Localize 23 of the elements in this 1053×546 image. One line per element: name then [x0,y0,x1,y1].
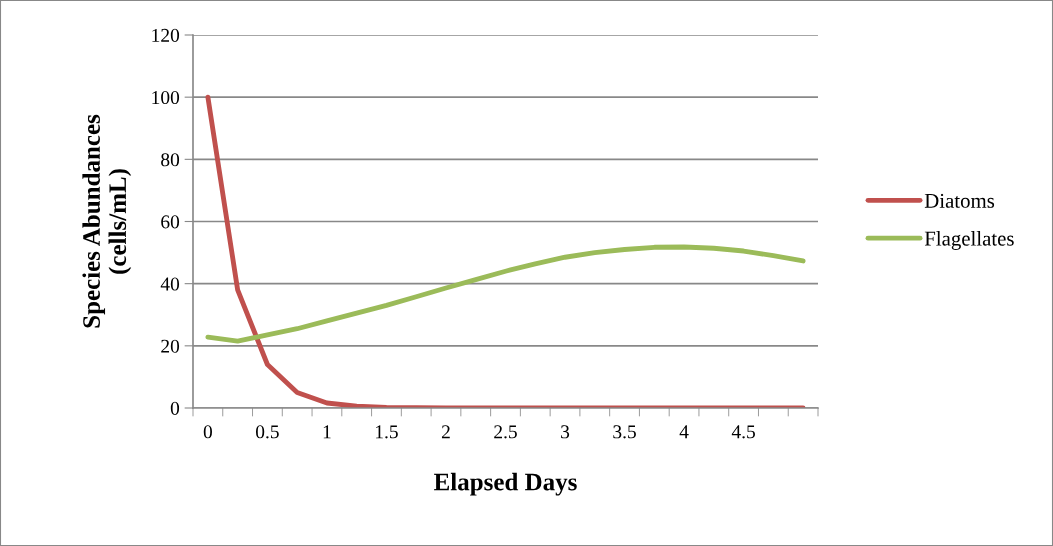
x-tick-label: 3.5 [613,425,636,439]
x-tick-label: 1 [323,425,331,439]
x-axis-title: Elapsed Days [434,472,577,496]
x-tick-label: 1.5 [376,425,398,439]
y-axis-title: Species Abundances (cells/mL) [82,114,132,328]
y-tick-label: 120 [152,28,180,42]
y-tick-label: 0 [170,401,180,415]
line-series [205,244,806,344]
x-tick-label: 3 [561,425,570,439]
y-tick-label: 20 [161,339,180,353]
y-tick-label: 80 [161,153,180,167]
line-series [205,94,806,408]
legend-label: Diatoms [924,193,995,208]
y-tick-label: 100 [152,90,180,105]
x-tick-label: 0 [203,425,212,439]
x-tick-label: 4.5 [731,425,755,439]
x-tick-label: 2.5 [494,425,517,439]
x-tick-label: 0.5 [255,425,279,439]
y-tick-label: 40 [160,277,180,291]
legend-label: Flagellates [924,230,1014,250]
x-tick-label: 2 [441,425,450,439]
x-tick-label: 4 [679,425,689,439]
y-tick-label: 60 [161,215,180,229]
